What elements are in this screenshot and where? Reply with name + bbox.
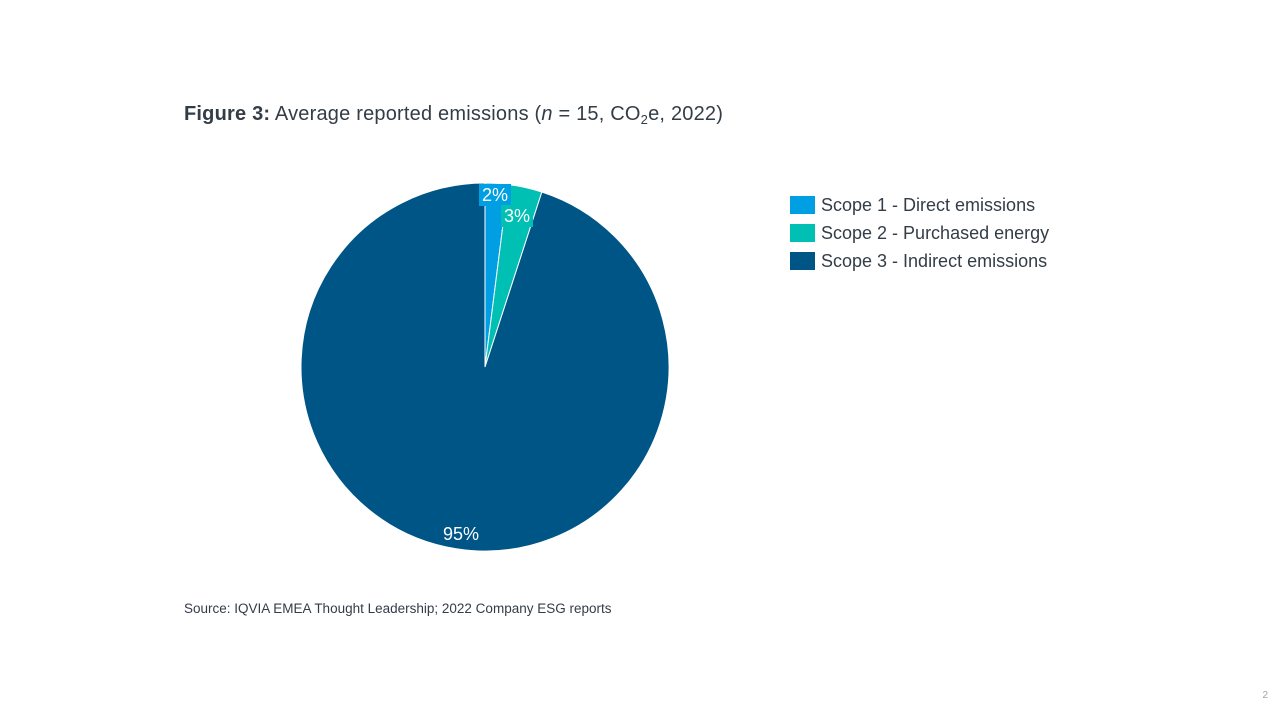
data-label-scope-1: 2%	[482, 185, 508, 205]
figure-title-n: n	[541, 103, 553, 125]
figure-title-text-3: e, 2022)	[648, 103, 724, 125]
figure-title-prefix: Figure 3:	[184, 103, 271, 125]
legend-label-scope-3: Scope 3 - Indirect emissions	[821, 250, 1048, 271]
legend-item-scope-3: Scope 3 - Indirect emissions	[790, 247, 1049, 275]
pie-slice-scope-3	[300, 182, 670, 552]
legend-swatch-scope-1	[790, 196, 815, 214]
data-label-bg-scope-1	[479, 184, 511, 206]
legend-item-scope-2: Scope 2 - Purchased energy	[790, 219, 1049, 247]
legend-item-scope-1: Scope 1 - Direct emissions	[790, 191, 1049, 219]
legend-label-scope-2: Scope 2 - Purchased energy	[821, 222, 1050, 243]
data-label-scope-2: 3%	[504, 206, 530, 226]
figure-title-text-2: = 15, CO	[552, 103, 641, 125]
data-label-scope-3: 95%	[443, 524, 479, 544]
legend-label-scope-1: Scope 1 - Direct emissions	[821, 194, 1036, 215]
legend-swatch-scope-2	[790, 224, 815, 242]
figure-title: Figure 3: Average reported emissions (n …	[184, 103, 723, 126]
figure-title-subscript: 2	[640, 112, 649, 127]
data-label-bg-scope-2	[501, 205, 533, 227]
legend-swatch-scope-3	[790, 252, 815, 270]
chart-legend: Scope 1 - Direct emissions Scope 2 - Pur…	[790, 191, 1049, 275]
figure-title-text-1: Average reported emissions (	[270, 103, 542, 125]
page-number: 2	[1262, 690, 1268, 701]
source-note: Source: IQVIA EMEA Thought Leadership; 2…	[184, 601, 612, 616]
